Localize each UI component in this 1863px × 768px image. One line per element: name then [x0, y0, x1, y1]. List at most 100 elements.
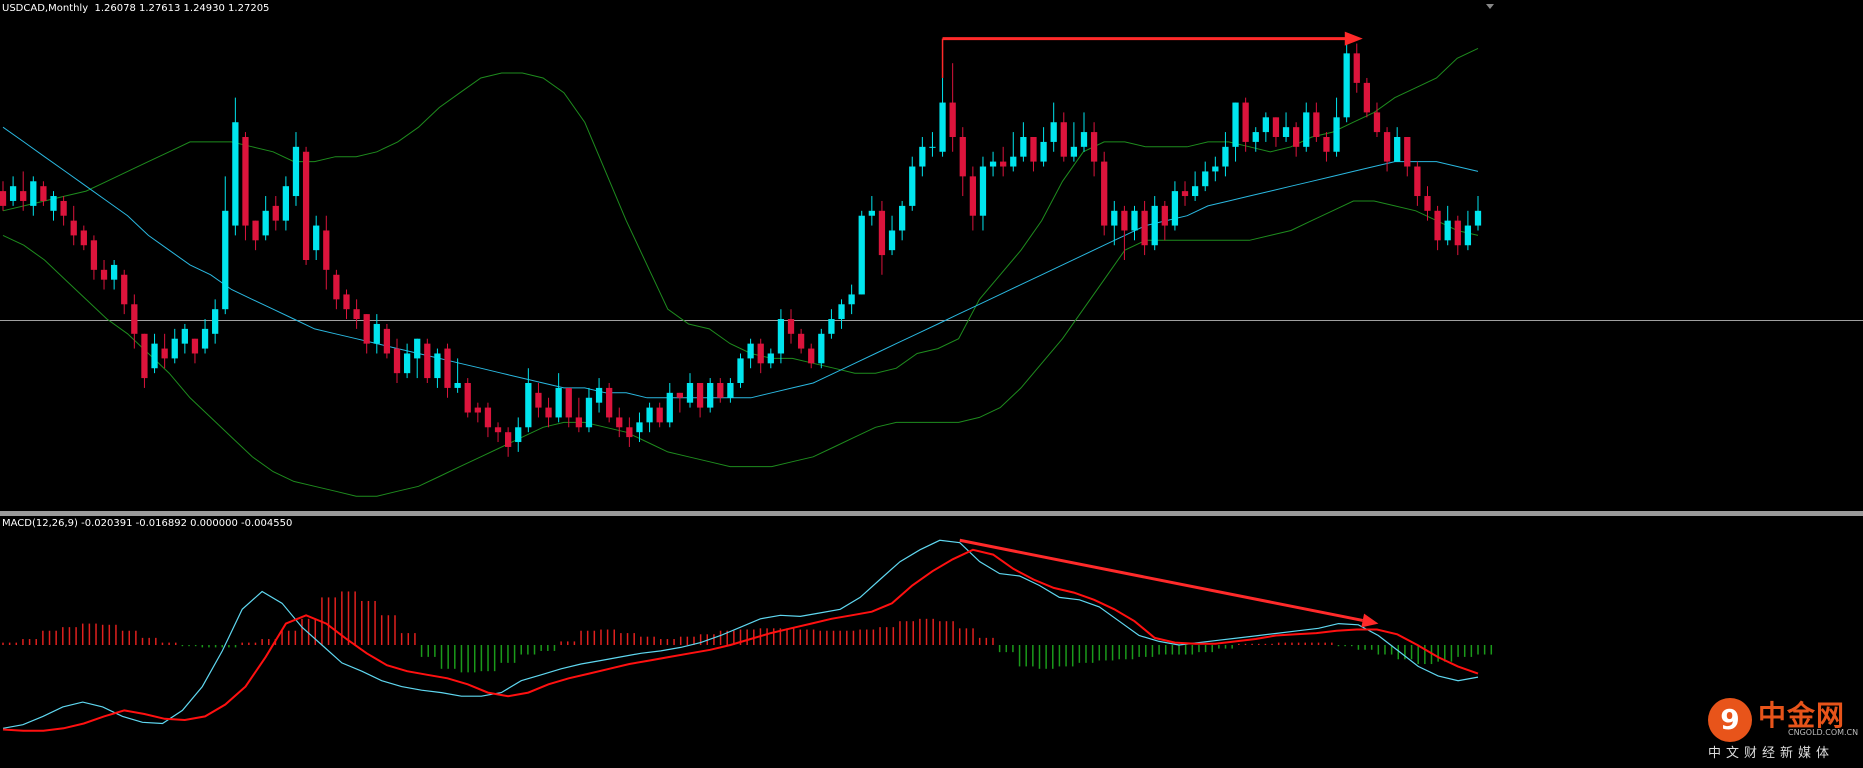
candle: [979, 156, 987, 231]
candle-body: [848, 294, 855, 305]
candle: [1050, 102, 1057, 152]
candle-body: [868, 210, 875, 216]
candle-body: [1404, 137, 1411, 167]
candle: [1111, 200, 1118, 246]
candle: [353, 299, 360, 329]
candle-body: [545, 407, 552, 418]
candle-body: [151, 343, 158, 369]
macd-main-line: [2, 539, 1479, 729]
candle-body: [434, 353, 441, 379]
candle: [555, 373, 562, 423]
candle: [1010, 132, 1017, 172]
candle: [1030, 137, 1037, 172]
candle: [1282, 112, 1290, 142]
candle: [858, 210, 865, 295]
candle-body: [585, 397, 593, 428]
candle: [848, 284, 855, 315]
candle-body: [969, 176, 976, 216]
candle-body: [201, 328, 209, 349]
candle: [1121, 205, 1128, 260]
candle-body: [90, 240, 98, 270]
candle: [222, 176, 229, 315]
candle-body: [494, 427, 502, 433]
candle-body: [555, 387, 562, 418]
candle: [1181, 181, 1189, 206]
candle-body: [1222, 146, 1229, 167]
candle: [464, 378, 471, 418]
candle: [424, 338, 431, 383]
candle: [1424, 186, 1431, 221]
candle: [616, 407, 623, 438]
candle-body: [323, 230, 330, 270]
candle-body: [1242, 102, 1249, 142]
candle: [535, 383, 542, 418]
candle: [252, 220, 259, 251]
candle: [313, 215, 320, 260]
candle-body: [747, 343, 754, 359]
chart-shift-marker-icon: [1486, 4, 1494, 9]
candle: [505, 427, 512, 457]
price-chart-pane[interactable]: [0, 0, 1863, 512]
candle: [1232, 102, 1239, 162]
candle: [1464, 210, 1472, 251]
candle-body: [1191, 186, 1199, 197]
candle: [80, 225, 87, 251]
candle-body: [444, 348, 451, 388]
candle: [1202, 161, 1209, 192]
candle-body: [383, 328, 391, 354]
macd-indicator-pane[interactable]: [0, 516, 1863, 768]
candle: [393, 338, 401, 383]
candle: [1353, 43, 1360, 93]
watermark-domain: CNGOLD.COM.CN: [1788, 728, 1859, 737]
candle-body: [515, 427, 522, 443]
candle-body: [717, 383, 724, 398]
candle: [1272, 117, 1280, 147]
candle-body: [60, 200, 67, 216]
candle-body: [393, 348, 401, 374]
candle-body: [696, 383, 704, 408]
candle: [767, 348, 774, 369]
candle: [828, 309, 835, 339]
candle-body: [1080, 132, 1088, 147]
candle-body: [1394, 137, 1401, 162]
candle-body: [565, 387, 572, 418]
candle-body: [242, 137, 249, 226]
candle-body: [1474, 210, 1482, 226]
candle-body: [636, 422, 643, 433]
candle: [292, 132, 300, 206]
candle: [909, 156, 916, 211]
candle: [1333, 97, 1340, 157]
candle: [626, 417, 633, 447]
candle: [595, 378, 603, 413]
candle-body: [1101, 161, 1108, 226]
candle: [949, 63, 956, 152]
candle: [1404, 137, 1411, 177]
candle-body: [525, 383, 532, 428]
candle-body: [888, 230, 896, 251]
annotation-arrow-head-icon: [1344, 31, 1363, 46]
candle: [181, 323, 188, 354]
candle-body: [222, 210, 229, 310]
candle-body: [474, 407, 481, 413]
candle: [777, 309, 785, 364]
candle: [1303, 102, 1310, 152]
candle-body: [1343, 53, 1350, 118]
candle: [1141, 200, 1148, 256]
pane-separator[interactable]: [0, 511, 1863, 516]
candle-body: [656, 407, 663, 423]
candle-body: [1161, 205, 1168, 226]
candle: [838, 299, 845, 329]
candle: [373, 314, 380, 354]
candle-body: [302, 151, 310, 260]
price-chart-svg: [0, 4, 1863, 497]
candle-body: [454, 383, 461, 388]
candle-body: [929, 146, 936, 148]
candle: [141, 333, 148, 388]
candle: [90, 235, 98, 280]
candle-body: [403, 353, 411, 374]
candle-body: [1323, 137, 1330, 152]
candle: [403, 343, 411, 379]
candle-body: [1353, 53, 1360, 83]
candle-body: [616, 417, 623, 428]
candle-body: [828, 319, 835, 334]
